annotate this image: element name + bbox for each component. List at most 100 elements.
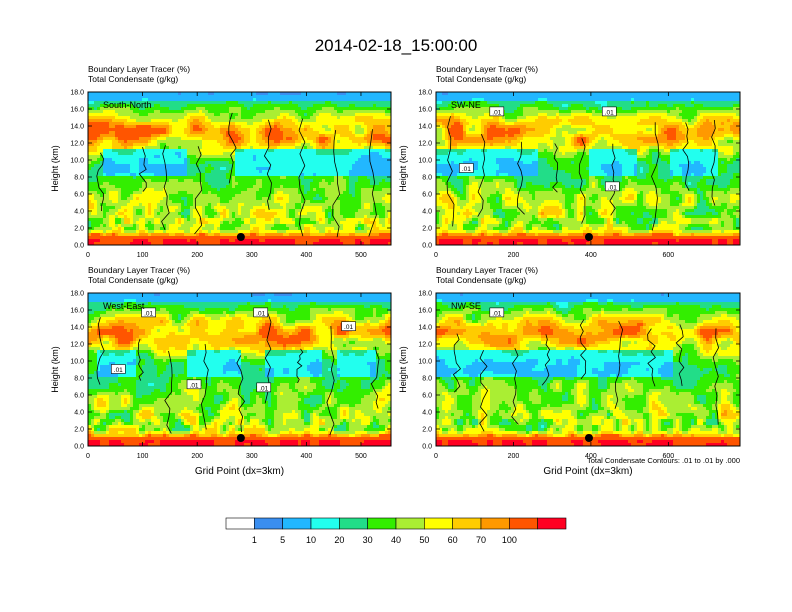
contour-label: .01: [111, 364, 126, 374]
contour-line: [614, 320, 624, 409]
x-tick-label: 500: [355, 252, 367, 259]
colorbar: 1 5 10 20 30 40 50 60 70 100: [225, 517, 567, 545]
contour-line: [609, 143, 617, 216]
y-tick-label: 0.0: [422, 243, 432, 250]
panel-direction-label: South-North: [103, 100, 152, 110]
contour-line: [452, 333, 462, 393]
y-tick-label: 8.0: [422, 376, 432, 383]
tracer-field: [436, 92, 740, 245]
colorbar-label: 100: [502, 535, 517, 545]
contour-label: .01: [459, 163, 474, 173]
contour-line: [712, 328, 720, 425]
y-axis-label: Height (km): [50, 145, 60, 192]
contour-line: [651, 122, 660, 231]
condensate-contours: [452, 319, 720, 432]
figure-title: 2014-02-18_15:00:00: [315, 36, 478, 55]
x-tick-label: 100: [137, 252, 149, 259]
contour-line: [511, 347, 519, 425]
x-tick-label: 100: [137, 453, 149, 460]
contour-line: [96, 317, 105, 385]
y-tick-label: 6.0: [74, 192, 84, 199]
colorbar-swatch: [480, 517, 510, 530]
y-tick-label: 6.0: [74, 393, 84, 400]
condensate-contours: [96, 112, 377, 238]
y-tick-label: 12.0: [418, 342, 432, 349]
x-tick-label: 0: [86, 252, 90, 259]
y-tick-label: 14.0: [70, 325, 84, 332]
panel-title-line1: Boundary Layer Tracer (%): [436, 265, 538, 275]
contour-line: [479, 350, 489, 432]
contour-footnote: Total Condensate Contours: .01 to .01 by…: [587, 456, 740, 465]
y-tick-label: 12.0: [418, 141, 432, 148]
colorbar-label: 5: [280, 535, 285, 545]
contour-label: .01: [605, 181, 620, 191]
colorbar-swatch: [367, 517, 397, 530]
y-tick-label: 12.0: [70, 141, 84, 148]
y-axis-label: Height (km): [50, 346, 60, 393]
y-tick-label: 4.0: [422, 209, 432, 216]
y-tick-label: 2.0: [74, 427, 84, 434]
tracer-field: [88, 293, 391, 446]
contour-line: [647, 328, 656, 387]
colorbar-swatch: [310, 517, 340, 530]
y-tick-label: 14.0: [418, 325, 432, 332]
x-tick-label: 200: [508, 453, 520, 460]
contour-line: [552, 143, 559, 193]
colorbar-swatch: [254, 517, 283, 530]
panel-direction-label: NW-SE: [451, 301, 481, 311]
y-tick-label: 8.0: [74, 376, 84, 383]
y-tick-label: 12.0: [70, 342, 84, 349]
x-tick-label: 400: [585, 252, 597, 259]
plot-frame: [435, 91, 741, 246]
panel-title-line1: Boundary Layer Tracer (%): [88, 64, 190, 74]
panel-title-line1: Boundary Layer Tracer (%): [88, 265, 190, 275]
y-tick-label: 14.0: [70, 124, 84, 131]
location-marker: [584, 434, 593, 442]
colorbar-label: 50: [419, 535, 429, 545]
y-tick-label: 18.0: [70, 90, 84, 97]
y-tick-label: 0.0: [74, 243, 84, 250]
colorbar-label: 40: [391, 535, 401, 545]
y-tick-label: 4.0: [422, 410, 432, 417]
y-tick-label: 14.0: [418, 124, 432, 131]
colorbar-swatch: [225, 517, 255, 530]
contour-line: [200, 344, 209, 430]
colorbar-label: 10: [306, 535, 316, 545]
x-tick-label: 0: [434, 453, 438, 460]
x-axis-label: Grid Point (dx=3km): [195, 466, 284, 477]
panel-direction-label: West-East: [103, 301, 145, 311]
contour-line: [477, 134, 486, 217]
contour-line: [368, 129, 377, 237]
colorbar-label: 1: [252, 535, 257, 545]
panel-direction-label: SW-NE: [451, 100, 481, 110]
contour-label: .01: [141, 307, 156, 317]
x-tick-label: 400: [585, 453, 597, 460]
contour-line: [541, 334, 551, 386]
colorbar-swatch: [282, 517, 312, 530]
y-tick-label: 10.0: [70, 158, 84, 165]
y-tick-label: 0.0: [422, 444, 432, 451]
y-tick-label: 4.0: [74, 410, 84, 417]
x-tick-label: 300: [246, 252, 258, 259]
x-tick-label: 600: [663, 252, 675, 259]
x-tick-label: 300: [246, 453, 258, 460]
x-tick-label: 200: [191, 453, 203, 460]
x-axis-label: Grid Point (dx=3km): [543, 466, 632, 477]
condensate-contours: [446, 116, 716, 231]
y-tick-label: 10.0: [418, 158, 432, 165]
contour-label: .01: [489, 106, 505, 116]
panel-top-right: .01 .01 .01 .01 SW-NE Boundary Layer Tracer (…: [398, 64, 741, 259]
colorbar-swatch: [452, 517, 482, 530]
y-tick-label: 4.0: [74, 209, 84, 216]
contour-label: .01: [253, 307, 269, 317]
y-tick-label: 18.0: [418, 291, 432, 298]
contour-line: [228, 112, 237, 184]
contour-line: [194, 146, 203, 235]
y-tick-label: 2.0: [74, 226, 84, 233]
location-marker: [584, 233, 593, 241]
x-tick-label: 0: [434, 252, 438, 259]
contour-label: .01: [489, 307, 505, 317]
contour-label: .01: [341, 321, 356, 331]
panel-title-line2: Total Condensate (g/kg): [436, 74, 526, 84]
